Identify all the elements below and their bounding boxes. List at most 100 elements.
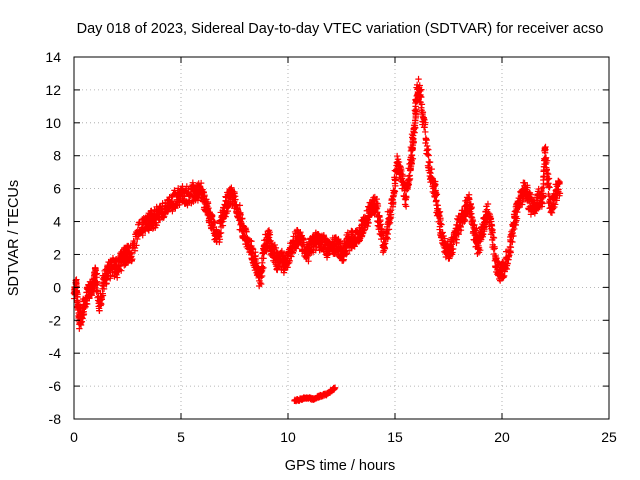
data-point [233,201,240,208]
y-tick-label: -8 [49,411,62,427]
data-point [413,108,420,115]
data-point [426,159,433,166]
grid-lines [74,57,609,419]
data-point [437,216,444,224]
data-point [216,236,224,243]
data-point [189,179,197,186]
data-point [232,196,239,203]
data-point [305,257,312,265]
data-point [438,221,445,228]
data-point [409,132,417,139]
data-point [393,152,401,160]
data-point [285,259,293,267]
data-point [418,86,425,93]
data-point [98,296,106,303]
data-point [128,253,135,260]
data-point [248,244,256,252]
data-point [491,245,498,252]
data-point [376,212,383,220]
data-point [500,272,508,280]
data-point [359,230,366,237]
data-point [510,232,517,240]
data-point [453,236,460,243]
data-point [461,218,468,225]
data-point [88,292,96,299]
data-point [99,290,106,297]
data-point [551,201,559,208]
data-point [476,246,484,254]
data-point [389,199,397,206]
data-point [519,198,526,206]
data-point [541,146,549,153]
data-points [70,75,564,405]
data-point [538,203,546,210]
data-point [539,192,546,199]
data-point [79,315,86,322]
data-point [402,203,410,210]
data-point [271,241,279,249]
y-tick-label: 14 [45,49,61,65]
data-point [280,269,288,276]
data-point [441,235,448,242]
data-point [538,185,546,192]
data-point [488,222,496,229]
y-tick-label: 2 [53,246,61,262]
data-point [248,238,255,245]
data-point [387,207,395,214]
data-point [238,215,246,223]
data-point [406,175,414,183]
data-point [237,211,244,219]
data-point [425,152,432,159]
data-point [399,172,407,180]
y-tick-label: -6 [49,378,62,394]
data-point [323,252,331,259]
data-point [100,285,108,293]
data-point [205,204,212,212]
data-point [433,197,440,204]
data-point [351,243,358,250]
y-tick-label: 4 [53,214,61,230]
x-tick-label: 10 [280,429,296,445]
x-tick-label: 5 [177,429,185,445]
data-point [93,270,101,277]
data-point [102,280,110,288]
data-point [139,231,146,239]
data-point [432,181,439,188]
data-point [422,135,430,142]
data-point [432,190,439,197]
data-point [184,201,191,209]
data-point [379,249,387,256]
y-tick-label: 6 [53,181,61,197]
data-point [511,225,518,233]
y-axis-label: SDTVAR / TECUs [6,180,22,296]
y-tick-label: -4 [49,345,62,361]
data-point [383,234,390,241]
data-point [197,179,205,187]
data-point [489,229,496,236]
data-point [260,264,267,271]
data-point [145,227,153,234]
x-tick-label: 25 [601,429,617,445]
data-point [83,300,91,308]
data-point [490,234,498,242]
data-point [392,176,399,184]
data-point [507,238,515,245]
data-point [419,109,427,116]
data-point [217,229,225,237]
data-point [266,229,273,236]
data-point [228,184,235,191]
data-point [481,226,488,233]
x-tick-label: 0 [70,429,78,445]
data-point [134,235,141,243]
data-point [524,184,531,191]
data-point [421,116,428,124]
data-point [425,146,432,153]
data-point [213,238,220,245]
data-point [343,251,350,258]
data-point [422,128,429,136]
data-point [80,308,87,315]
data-point [246,237,254,244]
data-point [395,158,403,166]
plot-frame [73,56,610,420]
